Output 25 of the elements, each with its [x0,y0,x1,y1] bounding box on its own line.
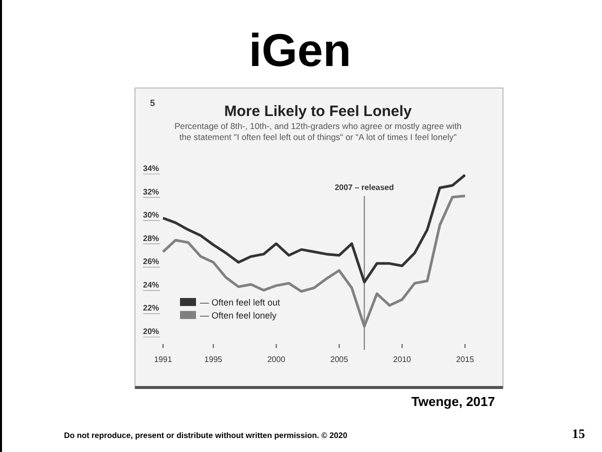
line-series [162,174,466,284]
x-tick-label: 2005 [330,355,349,364]
chart-subtitle: Percentage of 8th-, 10th-, and 12th-graders who agree or mostly agree with the statement "I often feel left out of things" or "A lot of times I feel lonely" [174,121,462,142]
x-tick-label: 2000 [267,355,286,364]
y-tick-label: 22% [143,304,160,313]
y-tick-label: 26% [143,257,160,266]
x-tick-label: 2015 [456,355,474,364]
y-tick-label: 28% [143,234,160,243]
text: Do not reproduce, present or distribute without written permission. © 2020 [64,431,348,440]
text: 5 [150,98,156,108]
y-tick-label: 24% [143,280,160,290]
text: 15 [572,426,586,441]
x-tick-label: 2010 [393,355,412,364]
text: iGen [248,24,352,76]
y-tick-label: 30% [143,210,160,220]
ref-line-label: 2007 – released [334,183,394,192]
legend-label: — Often feel left out [200,298,281,308]
x-tick-label: 1995 [204,355,223,364]
y-tick-label: 34% [143,164,160,173]
text: Twenge, 2017 [411,394,495,409]
y-tick-label: 20% [143,327,160,336]
legend-label: — Often feel lonely [200,310,278,320]
chart-title: More Likely to Feel Lonely [224,103,412,120]
y-tick-label: 32% [143,187,160,196]
x-tick-label: 1991 [154,355,172,364]
